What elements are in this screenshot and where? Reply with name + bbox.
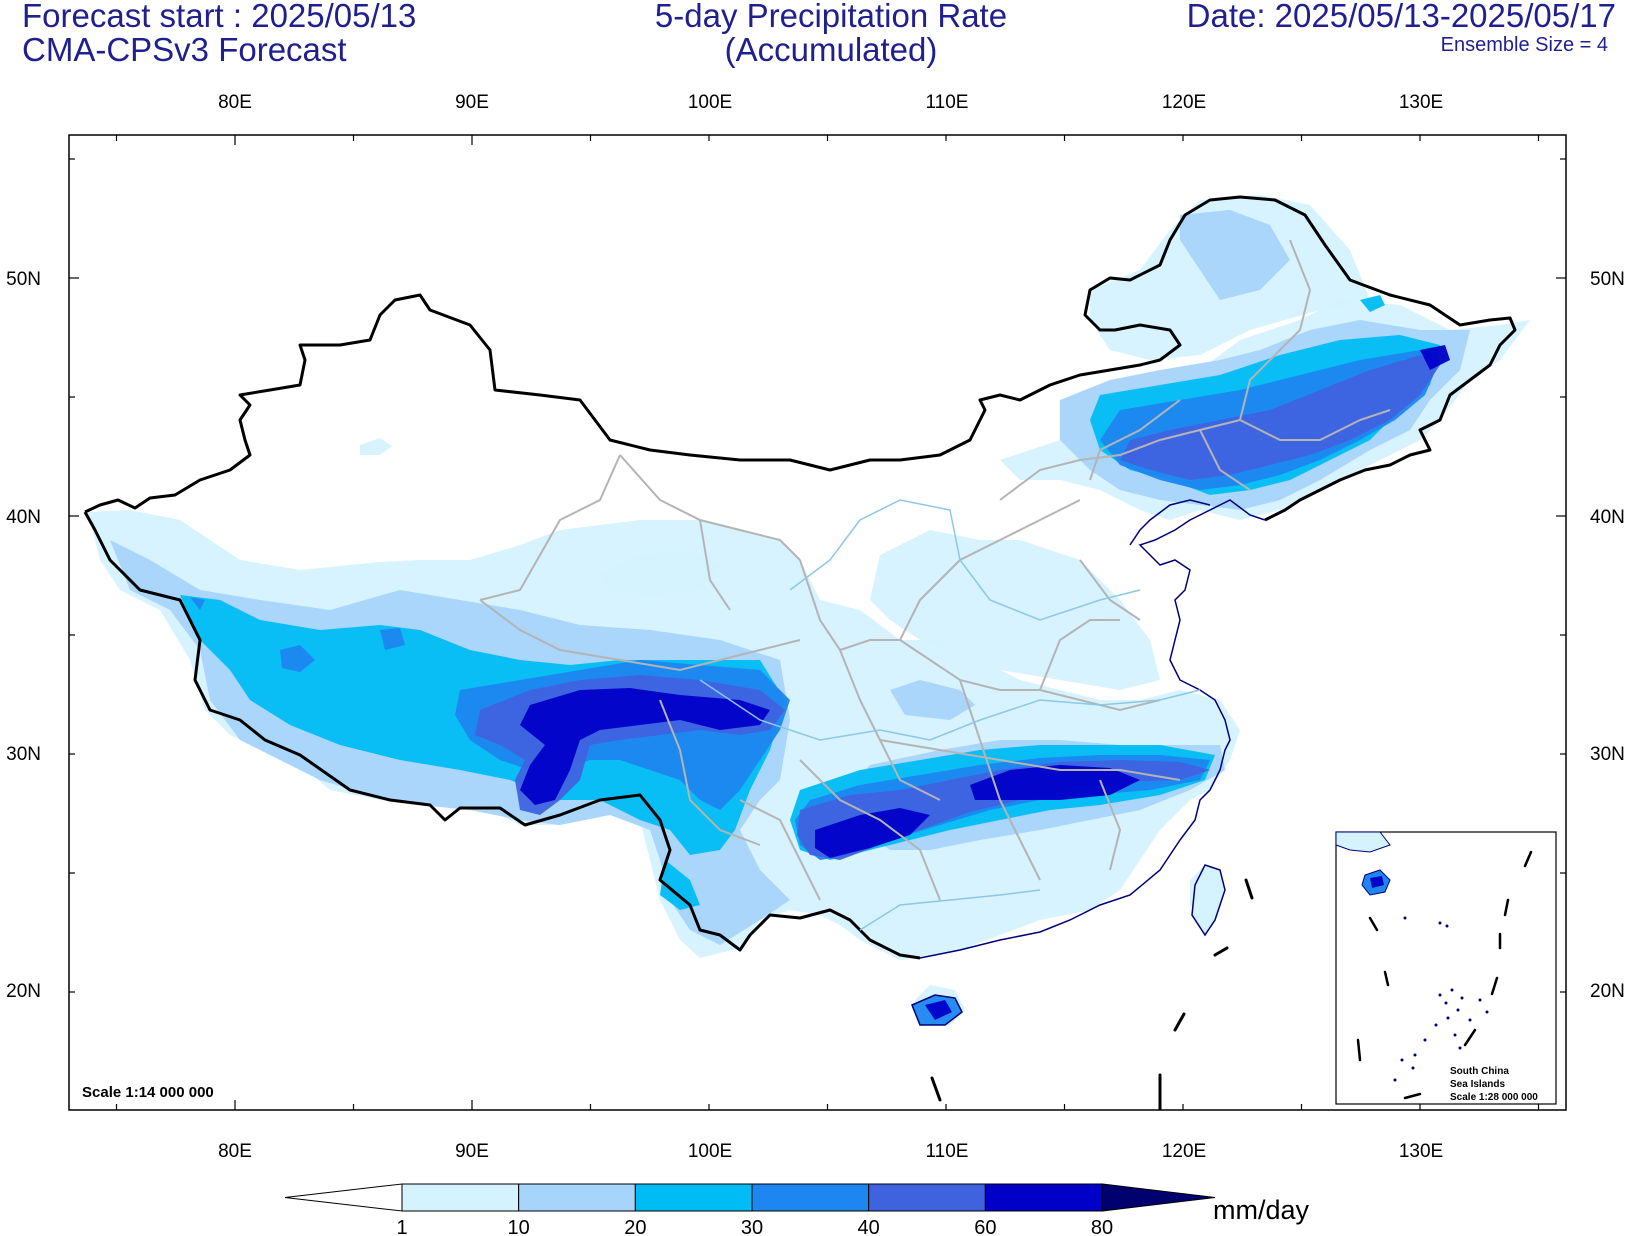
forecast-start-label: Forecast start : 2025/05/13 (22, 0, 417, 34)
lon-label-bottom: 100E (688, 1141, 732, 1162)
lon-label-bottom: 110E (926, 1141, 969, 1162)
lat-label-right: 40N (1590, 507, 1625, 528)
lat-label-left: 20N (6, 981, 41, 1002)
axis-tick-labels: 80E 80E 90E 90E 100E 100E 110E 110E 120E 120E 130E… (6, 92, 1625, 1162)
coastline (919, 499, 1266, 959)
date-range-label: Date: 2025/05/13-2025/05/17 (1186, 0, 1616, 34)
lon-label-top: 120E (1162, 92, 1206, 113)
colorbar-label: 40 (858, 1217, 880, 1236)
colorbar: 1 10 20 30 40 60 80 (284, 1183, 1216, 1236)
taiwan (1191, 864, 1226, 937)
ensemble-size-label: Ensemble Size = 4 (1440, 34, 1608, 56)
lat-label-left: 40N (6, 507, 41, 528)
south-china-sea-inset: South China Sea Islands Scale 1:28 000 0… (1335, 831, 1557, 1105)
colorbar-label: 60 (974, 1217, 996, 1236)
maritime-boundary-dashes (930, 878, 1254, 1110)
colorbar-unit-label: mm/day (1213, 1195, 1310, 1225)
colorbar-label: 30 (741, 1217, 763, 1236)
lat-label-left: 50N (6, 269, 41, 290)
rivers (699, 499, 1201, 931)
lon-label-top: 80E (218, 92, 252, 113)
china-border (84, 195, 1517, 522)
colorbar-over-triangle (1101, 1183, 1216, 1212)
lon-label-top: 130E (1399, 92, 1443, 113)
precip-band-60-80 (520, 345, 1450, 858)
inset-scale-label: Scale 1:28 000 000 (1450, 1092, 1538, 1103)
lon-label-bottom: 80E (218, 1141, 252, 1162)
province-boundaries (479, 239, 1391, 901)
map-scale-label: Scale 1:14 000 000 (82, 1084, 214, 1101)
colorbar-label: 80 (1091, 1217, 1113, 1236)
lat-label-right: 30N (1590, 744, 1625, 765)
lat-label-right: 50N (1590, 269, 1625, 290)
inset-label-line2: Sea Islands (1450, 1079, 1505, 1090)
bohai-coast (1129, 499, 1211, 546)
map-title-line2: (Accumulated) (724, 31, 938, 68)
colorbar-label: 1 (396, 1217, 407, 1236)
colorbar-swatch (984, 1183, 1103, 1212)
axis-ticks (69, 135, 1566, 1110)
inset-label-line1: South China (1450, 1066, 1509, 1077)
lon-label-top: 110E (926, 92, 969, 113)
lon-label-bottom: 90E (455, 1141, 489, 1162)
colorbar-label: 20 (624, 1217, 646, 1236)
lon-label-top: 100E (688, 92, 732, 113)
hainan-island (911, 994, 963, 1026)
lon-label-top: 90E (455, 92, 489, 113)
colorbar-label: 10 (508, 1217, 530, 1236)
lat-label-left: 30N (6, 744, 41, 765)
lon-label-bottom: 120E (1162, 1141, 1206, 1162)
colorbar-swatch (751, 1183, 870, 1212)
china-border-south (83, 511, 921, 960)
lon-label-bottom: 130E (1399, 1141, 1443, 1162)
precip-shading (88, 195, 1530, 1025)
colorbar-swatch (518, 1183, 636, 1212)
model-label: CMA-CPSv3 Forecast (22, 31, 347, 68)
colorbar-under-triangle (284, 1183, 403, 1212)
map-title-line1: 5-day Precipitation Rate (654, 0, 1008, 34)
colorbar-swatch (868, 1183, 986, 1212)
colorbar-swatch (401, 1183, 520, 1212)
colorbar-swatch (634, 1183, 753, 1212)
lat-label-right: 20N (1590, 981, 1625, 1002)
